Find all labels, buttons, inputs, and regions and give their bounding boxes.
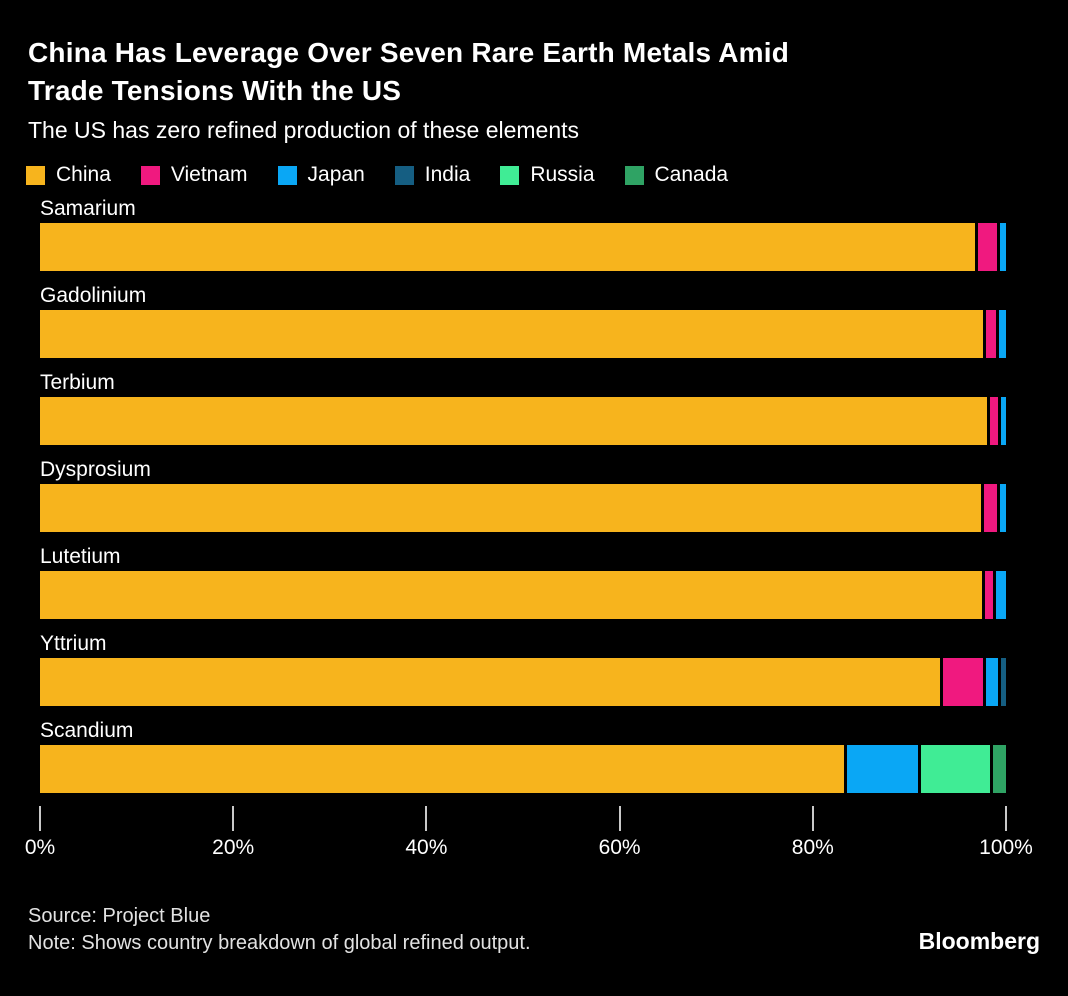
bar-rows: Samarium Gadolinium Terbium Dysprosium Lutet… <box>40 196 1040 793</box>
bar-segment-vietnam <box>989 397 999 445</box>
bar-segment-japan <box>846 745 918 793</box>
legend-swatch-japan <box>277 165 297 185</box>
bar-segment-china <box>40 310 983 358</box>
stacked-bar <box>40 658 1006 706</box>
legend-label: Japan <box>307 163 365 186</box>
axis-tick <box>618 806 621 831</box>
note-text: Note: Shows country breakdown of global … <box>28 932 531 954</box>
axis-tick-label: 80% <box>791 836 834 859</box>
bar-segment-china <box>40 571 982 619</box>
legend-label: Russia <box>530 163 595 186</box>
bar-segment-china <box>40 397 987 445</box>
bar-segment-canada <box>992 745 1006 793</box>
legend: China Vietnam Japan India Russia Canada <box>26 163 1040 187</box>
legend-swatch-vietnam <box>140 165 160 185</box>
bar-segment-vietnam <box>978 223 998 271</box>
chart-row: Samarium <box>40 196 1040 271</box>
chart-row: Terbium <box>40 370 1040 445</box>
legend-label: India <box>424 163 471 186</box>
bar-segment-japan <box>1001 397 1006 445</box>
legend-item-russia: Russia <box>500 163 595 187</box>
legend-label: Canada <box>654 163 729 186</box>
axis-tick <box>39 806 41 831</box>
stacked-bar <box>40 484 1006 532</box>
legend-item-vietnam: Vietnam <box>140 163 248 187</box>
bar-segment-japan <box>985 658 999 706</box>
source-text: Source: Project Blue <box>28 905 211 927</box>
stacked-bar <box>40 310 1006 358</box>
chart-row: Yttrium <box>40 631 1040 706</box>
x-axis: 0% 20% 40% 60% 80% 100% <box>25 793 1033 867</box>
legend-label: China <box>56 163 111 186</box>
chart-row: Gadolinium <box>40 283 1040 358</box>
category-label: Gadolinium <box>40 284 147 307</box>
stacked-bar <box>40 223 1007 271</box>
axis-tick <box>1005 806 1007 831</box>
axis-tick-label: 40% <box>405 836 448 859</box>
bar-segment-china <box>40 223 976 271</box>
legend-item-japan: Japan <box>277 163 365 187</box>
axis-tick <box>232 806 235 831</box>
legend-label: Vietnam <box>170 163 248 186</box>
chart-title: China Has Leverage Over Seven Rare Earth… <box>28 34 1040 110</box>
chart-row: Dysprosium <box>40 457 1040 532</box>
category-label: Scandium <box>40 719 134 742</box>
bar-segment-india <box>1001 658 1006 706</box>
axis-tick-label: 0% <box>24 836 56 859</box>
axis-tick-label: 20% <box>212 836 255 859</box>
bar-segment-russia <box>920 745 990 793</box>
bar-segment-japan <box>999 310 1006 358</box>
chart-row: Scandium <box>40 718 1040 793</box>
footer: Source: Project Blue Note: Shows country… <box>28 903 1040 957</box>
stacked-bar <box>40 571 1006 619</box>
bloomberg-logo: Bloomberg <box>918 928 1040 954</box>
bar-segment-vietnam <box>984 571 994 619</box>
stacked-bar <box>40 397 1006 445</box>
category-label: Yttrium <box>40 632 107 655</box>
chart-subtitle: The US has zero refined production of th… <box>28 117 580 143</box>
axis-tick <box>425 806 428 831</box>
chart-title-line-2: Trade Tensions With the US <box>28 75 402 106</box>
axis-tick-label: 100% <box>979 836 1033 859</box>
bar-segment-china <box>40 745 844 793</box>
category-label: Lutetium <box>40 545 121 568</box>
bar-segment-vietnam <box>985 310 997 358</box>
bar-segment-vietnam <box>942 658 983 706</box>
legend-swatch-china <box>26 165 45 185</box>
bar-segment-china <box>40 658 940 706</box>
bar-segment-vietnam <box>983 484 998 532</box>
legend-item-india: India <box>394 163 471 187</box>
legend-swatch-canada <box>624 165 644 185</box>
stacked-bar <box>40 745 1006 793</box>
bar-segment-japan <box>996 571 1006 619</box>
axis-tick <box>811 806 814 831</box>
legend-item-canada: Canada <box>624 163 729 187</box>
bar-segment-china <box>40 484 981 532</box>
chart-title-line-1: China Has Leverage Over Seven Rare Earth… <box>28 37 789 68</box>
bar-segment-japan <box>1000 484 1006 532</box>
category-label: Dysprosium <box>40 458 151 481</box>
source-note-block: Source: Project Blue Note: Shows country… <box>28 903 531 957</box>
category-label: Samarium <box>40 197 136 220</box>
legend-swatch-india <box>394 165 414 185</box>
bar-segment-japan <box>1000 223 1007 271</box>
legend-item-china: China <box>26 163 111 187</box>
legend-swatch-russia <box>500 165 520 185</box>
axis-tick-label: 60% <box>598 836 641 859</box>
chart-row: Lutetium <box>40 544 1040 619</box>
category-label: Terbium <box>40 371 115 394</box>
